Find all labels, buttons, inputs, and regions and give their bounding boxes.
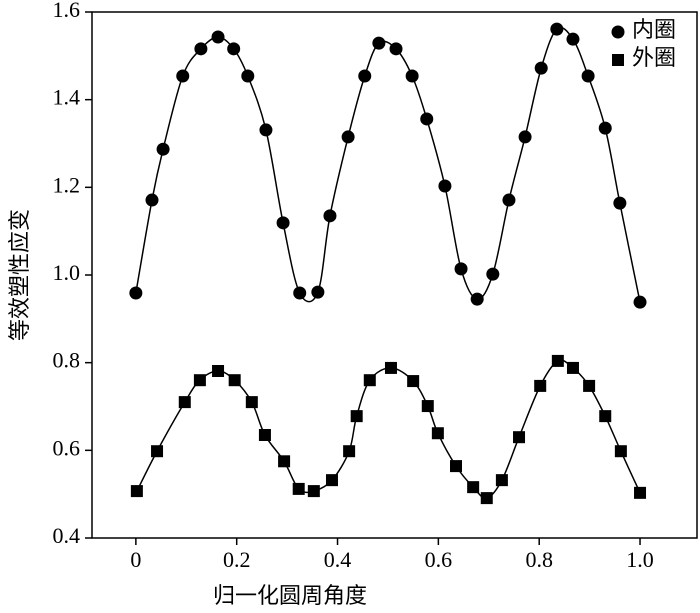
data-point (212, 364, 225, 377)
data-point (176, 69, 190, 83)
data-point (614, 445, 627, 458)
y-tick-label: 1.0 (53, 260, 81, 285)
data-point (194, 42, 208, 56)
data-point (307, 485, 320, 498)
x-tick-label: 0 (130, 547, 141, 572)
y-tick-label: 0.4 (53, 523, 81, 548)
data-point (566, 361, 579, 374)
data-point (384, 361, 397, 374)
data-point (193, 374, 206, 387)
data-point (502, 193, 516, 207)
data-point (454, 262, 468, 276)
series-line (136, 359, 641, 499)
data-point (534, 379, 547, 392)
data-point (480, 492, 493, 505)
data-point (341, 130, 355, 144)
data-point (363, 374, 376, 387)
data-point (325, 474, 338, 487)
data-point (599, 410, 612, 423)
data-point (130, 485, 143, 498)
data-point (293, 286, 307, 300)
y-tick-label: 1.6 (53, 0, 81, 22)
data-point (470, 292, 484, 306)
data-point (372, 36, 386, 50)
y-tick-label: 1.4 (53, 85, 81, 110)
data-point (467, 481, 480, 494)
data-point (258, 428, 271, 441)
data-point (566, 32, 580, 46)
data-point (343, 445, 356, 458)
data-point (156, 142, 170, 156)
x-tick-label: 1.0 (626, 547, 654, 572)
data-point (613, 196, 627, 210)
data-point (151, 445, 164, 458)
data-point (259, 123, 273, 137)
data-point (438, 179, 452, 193)
y-tick-label: 0.6 (53, 435, 81, 460)
data-point (421, 400, 434, 413)
data-point (634, 486, 647, 499)
data-point (405, 69, 419, 83)
plot-frame (91, 11, 698, 539)
data-point (550, 22, 564, 36)
data-point (228, 374, 241, 387)
data-point (486, 267, 500, 281)
y-axis-label: 等效塑性应变 (7, 209, 32, 341)
data-point (323, 209, 337, 223)
data-point (227, 42, 241, 56)
data-point (581, 69, 595, 83)
data-point (241, 69, 255, 83)
data-point (598, 121, 612, 135)
data-point (633, 295, 647, 309)
data-point (145, 193, 159, 207)
y-tick-label: 1.2 (53, 172, 81, 197)
data-point (211, 30, 225, 44)
x-tick-label: 0.4 (324, 547, 352, 572)
data-point (245, 396, 258, 409)
legend-label: 内圈 (632, 17, 676, 42)
legend-marker (611, 25, 625, 39)
data-point (292, 482, 305, 495)
series-line (135, 26, 641, 303)
data-point (389, 42, 403, 56)
data-point (583, 379, 596, 392)
x-tick-label: 0.8 (525, 547, 553, 572)
data-point (278, 455, 291, 468)
legend-label: 外圈 (632, 45, 676, 70)
legend-marker (612, 54, 624, 66)
data-point (407, 375, 420, 388)
data-point (129, 286, 143, 300)
data-point (495, 474, 508, 487)
data-point (431, 427, 444, 440)
data-point (551, 354, 564, 367)
data-point (350, 410, 363, 423)
data-point (420, 112, 434, 126)
y-tick-label: 0.8 (53, 348, 81, 373)
x-tick-label: 0.6 (425, 547, 453, 572)
data-point (534, 61, 548, 75)
data-point (450, 460, 463, 473)
data-point (518, 130, 532, 144)
data-point (276, 216, 290, 230)
data-point (178, 396, 191, 409)
x-tick-label: 0.2 (223, 547, 251, 572)
data-point (358, 69, 372, 83)
data-point (513, 431, 526, 444)
x-axis-label: 归一化圆周角度 (213, 583, 367, 608)
data-point (311, 285, 325, 299)
